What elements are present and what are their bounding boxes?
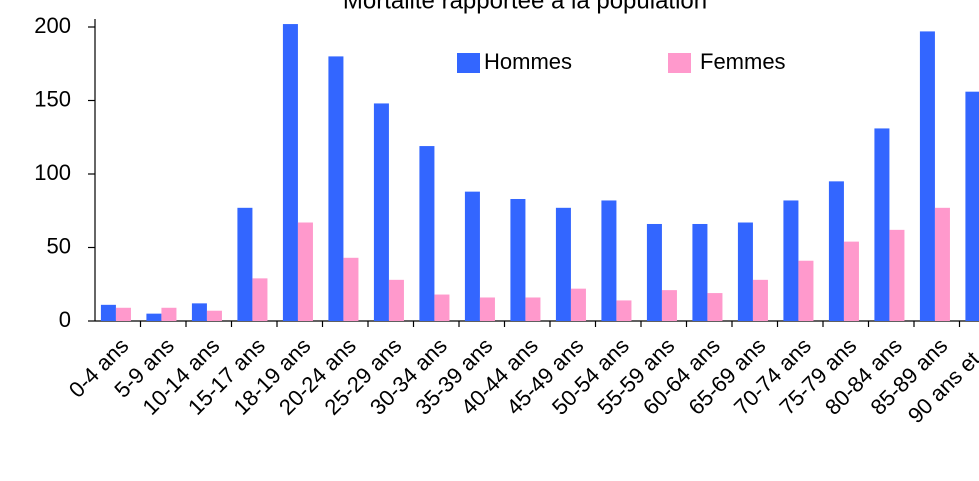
bar — [752, 279, 768, 321]
bar — [965, 91, 979, 322]
bar — [252, 278, 268, 321]
y-tick-label: 50 — [47, 233, 71, 258]
bar — [206, 310, 222, 321]
y-tick-label: 150 — [34, 86, 71, 111]
bar — [843, 241, 859, 321]
bar — [237, 207, 253, 321]
bar — [798, 260, 814, 321]
bar — [297, 222, 313, 321]
chart-title: Mortalité rapportée à la population — [343, 0, 707, 14]
legend-swatch — [457, 53, 480, 73]
bar — [191, 303, 207, 321]
bar — [100, 304, 116, 321]
bar — [555, 207, 571, 321]
bar — [889, 229, 905, 321]
bar — [388, 279, 404, 321]
bar — [434, 294, 450, 321]
legend-label: Femmes — [700, 49, 786, 74]
bar — [525, 297, 541, 321]
bar — [115, 307, 131, 321]
bar — [737, 222, 753, 321]
bar — [161, 307, 177, 321]
bar — [464, 191, 480, 321]
bar — [282, 24, 298, 322]
bar — [919, 31, 935, 321]
bar — [601, 200, 617, 321]
bar — [343, 257, 359, 321]
bar — [692, 223, 708, 321]
y-tick-label: 200 — [34, 13, 71, 38]
legend-label: Hommes — [484, 49, 572, 74]
bar — [934, 207, 950, 321]
bar — [510, 198, 526, 321]
bar — [828, 181, 844, 321]
bar — [328, 56, 344, 322]
bar — [570, 288, 586, 321]
bar — [874, 128, 890, 321]
bar — [419, 146, 435, 321]
y-tick-label: 100 — [34, 160, 71, 185]
bar — [707, 293, 723, 321]
bar — [479, 297, 495, 321]
bar — [661, 290, 677, 321]
y-tick-label: 0 — [59, 307, 71, 332]
bar — [616, 300, 632, 321]
legend-swatch — [668, 53, 691, 73]
bar — [783, 200, 799, 321]
bar — [146, 313, 162, 321]
bar — [373, 103, 389, 321]
bar — [646, 223, 662, 321]
